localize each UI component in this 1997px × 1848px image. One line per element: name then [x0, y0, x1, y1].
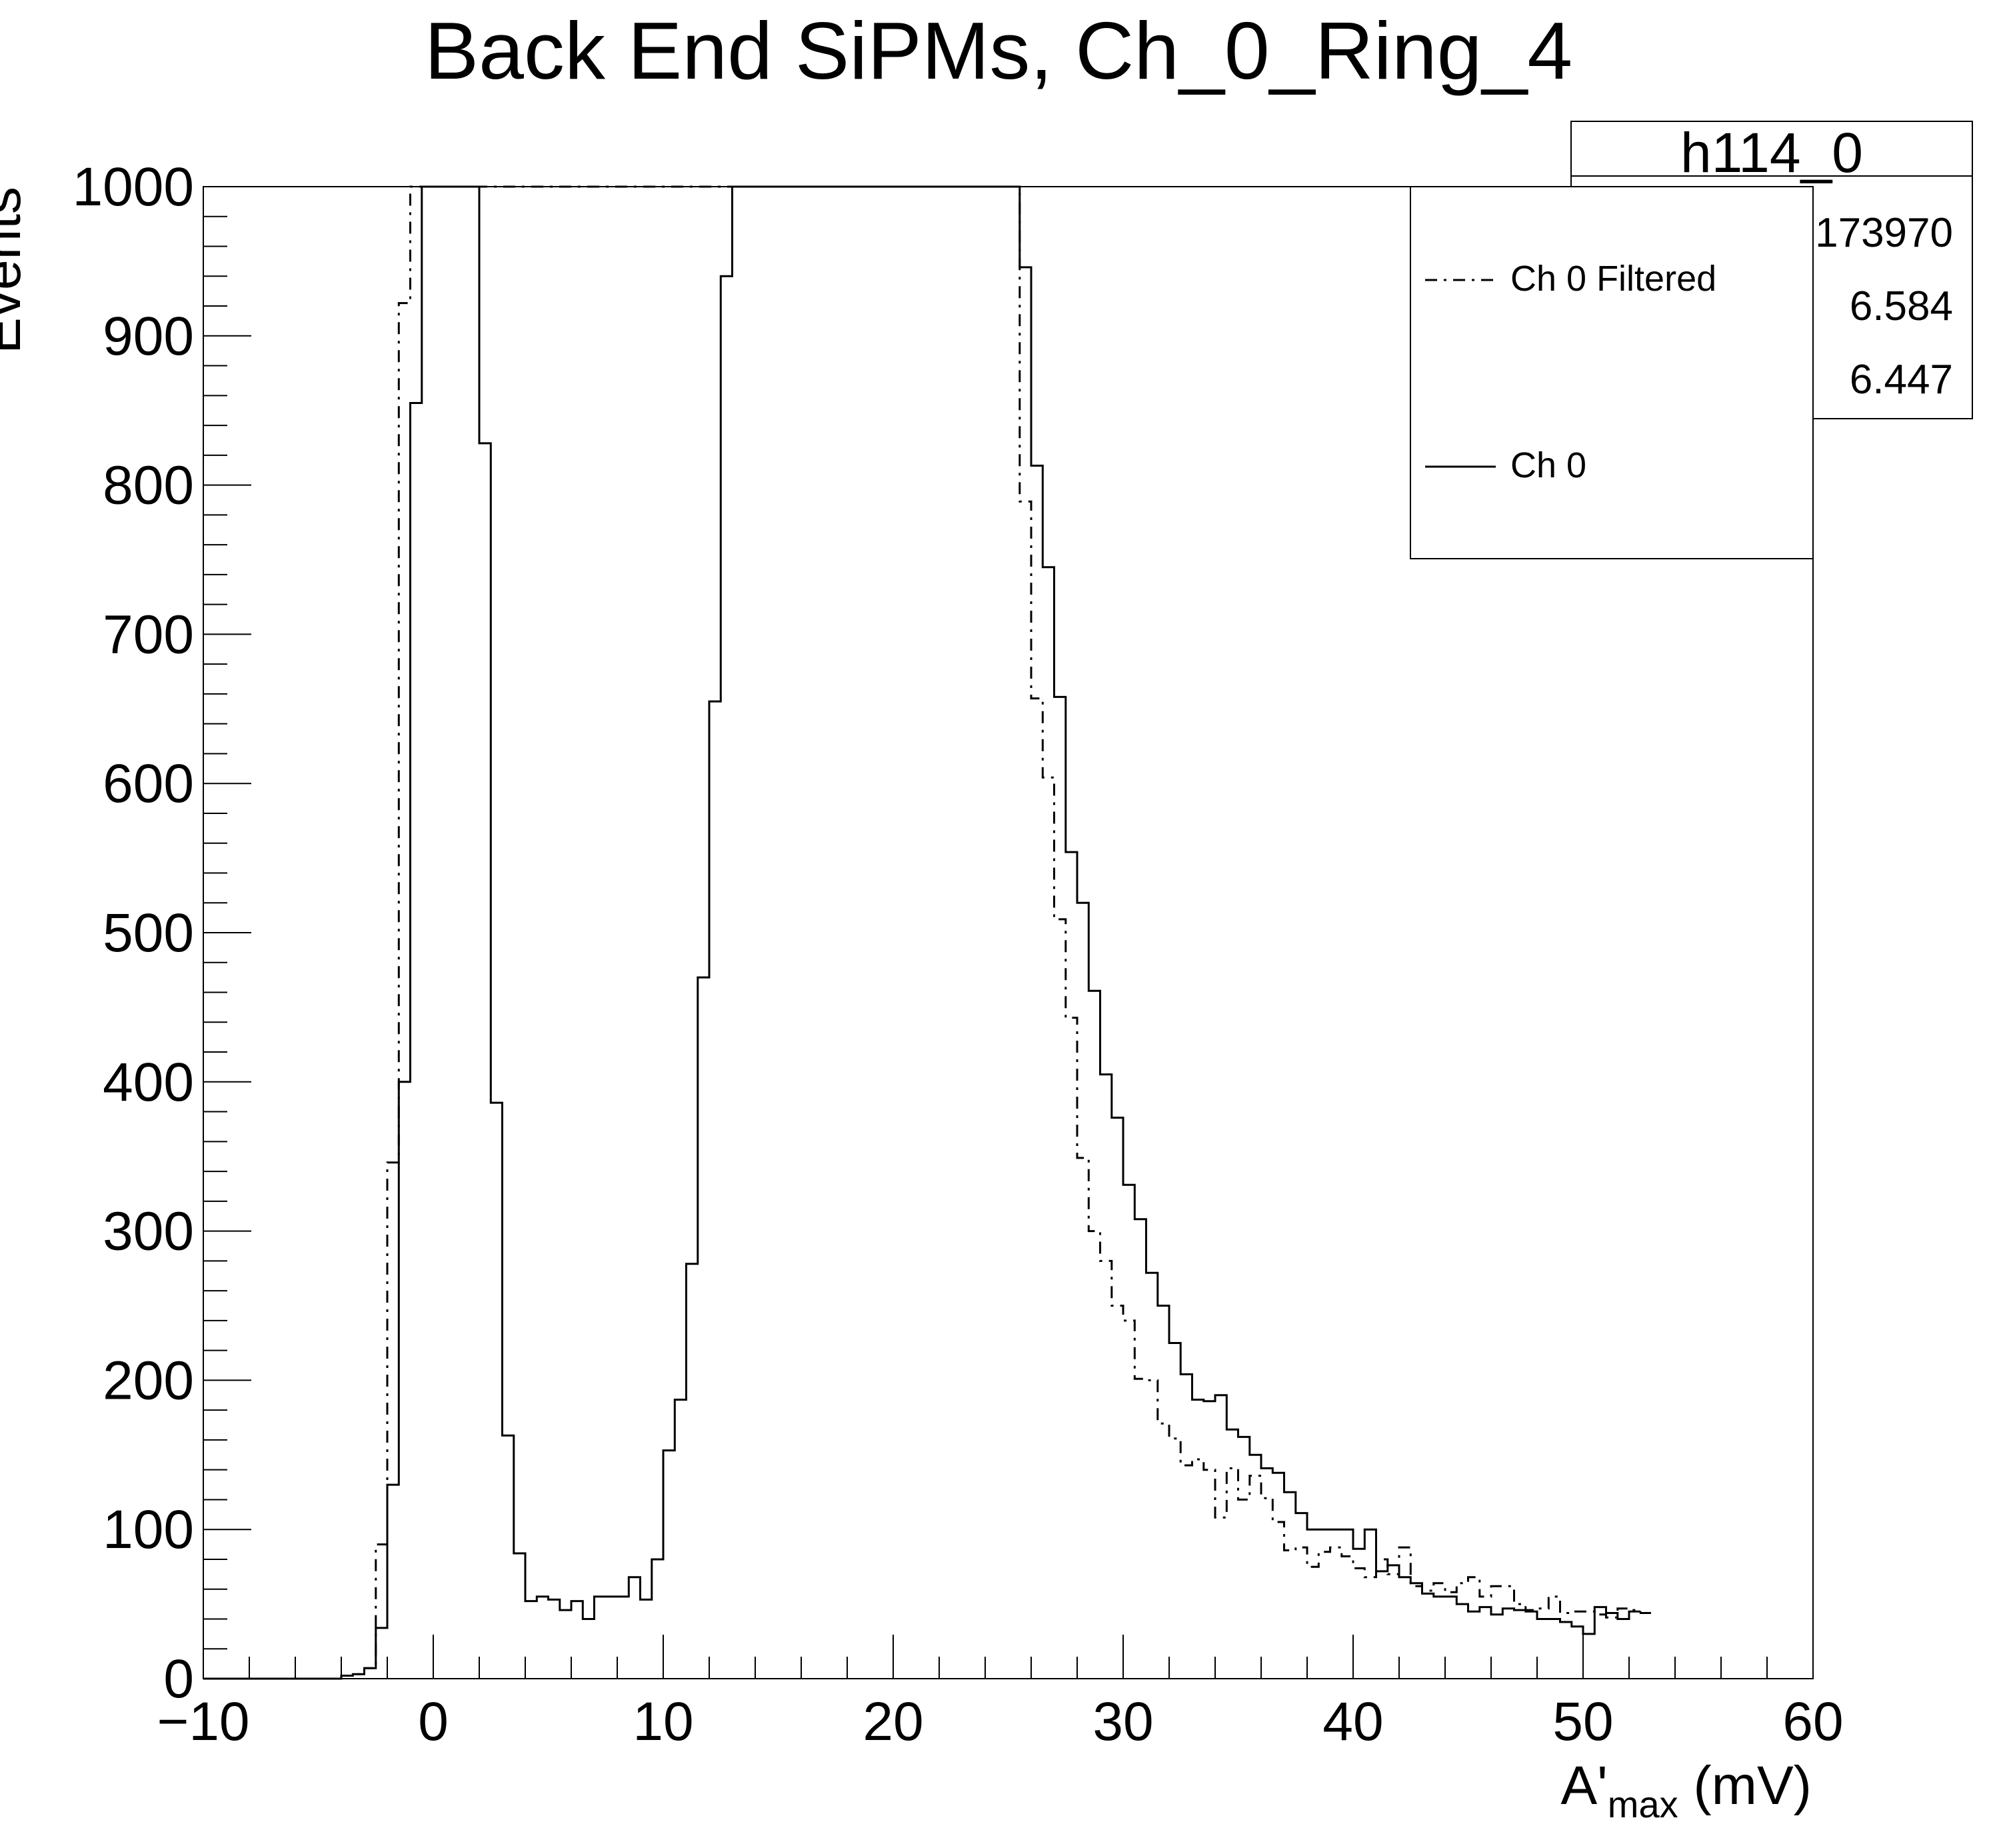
- x-axis-label: A'max (mV): [1560, 1755, 1812, 1825]
- x-tick-label: 40: [1322, 1691, 1383, 1752]
- y-tick-label: 900: [103, 306, 194, 367]
- x-tick-label: 50: [1552, 1691, 1613, 1752]
- y-tick-label: 700: [103, 604, 194, 665]
- y-tick-label: 300: [103, 1201, 194, 1262]
- y-tick-label: 800: [103, 455, 194, 516]
- axis-layer: −10 0 10 20 30 40 50 60010020030040050060070080…: [73, 157, 1844, 1752]
- x-tick-label: 10: [633, 1691, 693, 1752]
- x-tick-label: −10: [157, 1691, 249, 1752]
- legend-label-filtered: Ch 0 Filtered: [1510, 259, 1716, 299]
- y-axis-label: Events: [0, 187, 32, 354]
- x-tick-label: 0: [418, 1691, 449, 1752]
- x-axis-label-unit: (mV): [1678, 1755, 1812, 1816]
- stats-mean-value: 6.584: [1850, 283, 1953, 329]
- y-tick-label: 500: [103, 903, 194, 963]
- legend: Ch 0 Filtered Ch 0: [1410, 186, 1814, 559]
- stats-stddev-value: 6.447: [1850, 357, 1953, 403]
- series-line-ch0-filtered: [203, 185, 1652, 1680]
- legend-label-raw: Ch 0: [1510, 445, 1586, 485]
- y-tick-label: 400: [103, 1052, 194, 1113]
- series-line-ch0: [203, 185, 1641, 1680]
- y-tick-label: 200: [103, 1350, 194, 1411]
- y-tick-label: 600: [103, 753, 194, 814]
- x-axis-label-main: A': [1560, 1755, 1607, 1816]
- x-axis-label-sub: max: [1608, 1783, 1678, 1825]
- x-tick-label: 20: [863, 1691, 923, 1752]
- y-tick-label: 0: [163, 1649, 194, 1709]
- y-tick-label: 1000: [73, 157, 194, 217]
- x-tick-label: 60: [1782, 1691, 1843, 1752]
- y-tick-label: 100: [103, 1499, 194, 1560]
- x-tick-label: 30: [1092, 1691, 1153, 1752]
- legend-frame: [1410, 186, 1814, 559]
- chart-title: Back End SiPMs, Ch_0_Ring_4: [425, 5, 1572, 96]
- series-layer: [203, 185, 1652, 1680]
- stats-box-name: h114_0: [1680, 121, 1863, 184]
- stats-entries-value: 173970: [1815, 210, 1953, 256]
